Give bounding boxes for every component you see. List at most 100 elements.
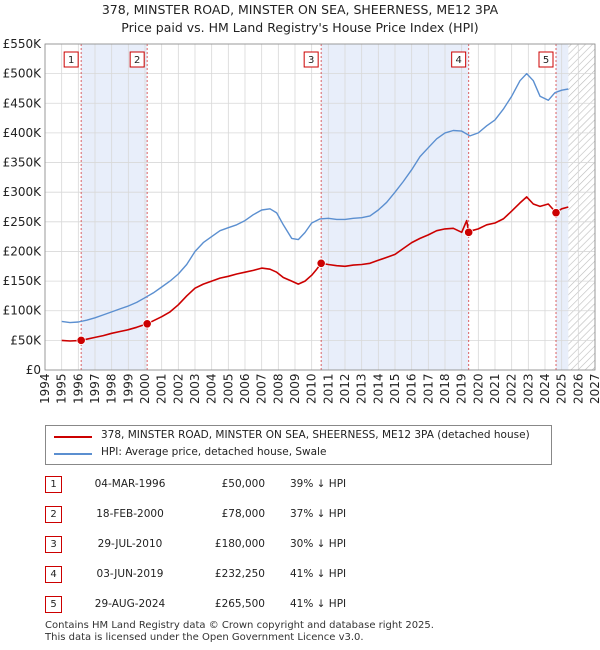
sale-point — [142, 319, 152, 329]
y-tick-label: £300K — [3, 185, 43, 199]
y-tick-label: £500K — [3, 67, 43, 81]
plot-frame — [44, 43, 596, 371]
x-tick-label: 2027 — [588, 373, 600, 404]
legend-swatch-property — [54, 436, 92, 438]
sale-date: 04-MAR-1996 — [94, 478, 166, 490]
sale-date: 29-JUL-2010 — [97, 538, 163, 550]
x-tick-label: 1998 — [105, 373, 119, 404]
x-tick-label: 2023 — [521, 373, 535, 404]
x-tick-label: 2000 — [138, 373, 152, 404]
table-row: 1 04-MAR-1996 £50,000 39% ↓ HPI — [45, 475, 445, 495]
sale-hpi-diff: 41% ↓ HPI — [290, 598, 347, 610]
y-tick-label: £100K — [3, 304, 43, 318]
chart-title: 378, MINSTER ROAD, MINSTER ON SEA, SHEER… — [101, 2, 499, 17]
x-tick-label: 2005 — [221, 373, 235, 404]
table-row: 4 03-JUN-2019 £232,250 41% ↓ HPI — [45, 565, 445, 585]
sale-point — [316, 258, 326, 268]
table-row: 5 29-AUG-2024 £265,500 41% ↓ HPI — [45, 595, 445, 615]
sale-number-badge: 1 — [45, 476, 62, 493]
x-tick-label: 2018 — [438, 373, 452, 404]
y-tick-label: £50K — [10, 333, 42, 347]
x-tick-label: 2010 — [305, 373, 319, 404]
sale-point — [76, 335, 86, 345]
sale-number-badge: 2 — [45, 506, 62, 523]
x-tick-label: 2025 — [555, 373, 569, 404]
x-tick-label: 2006 — [238, 373, 252, 404]
x-tick-label: 2013 — [355, 373, 369, 404]
sale-hpi-diff: 30% ↓ HPI — [290, 538, 347, 550]
y-tick-label: £450K — [3, 96, 43, 110]
sale-price: £50,000 — [221, 478, 265, 490]
x-tick-label: 2017 — [421, 373, 435, 404]
x-tick-label: 1999 — [121, 373, 135, 404]
legend-label-property: 378, MINSTER ROAD, MINSTER ON SEA, SHEER… — [101, 429, 530, 441]
sale-label-number: 4 — [455, 55, 461, 66]
sale-label-box — [538, 51, 554, 68]
sale-label-number: 1 — [68, 55, 74, 66]
sale-label-box — [63, 51, 79, 68]
hpi-line — [61, 72, 569, 324]
sale-number-badge: 4 — [45, 566, 62, 583]
x-tick-label: 1995 — [55, 373, 69, 404]
x-tick-label: 2024 — [538, 373, 552, 404]
x-tick-label: 2020 — [471, 373, 485, 404]
ownership-shade — [81, 44, 148, 370]
sale-label-number: 5 — [543, 55, 549, 66]
y-tick-label: £150K — [3, 274, 43, 288]
y-tick-label: £550K — [3, 37, 43, 51]
x-tick-label: 2008 — [271, 373, 285, 404]
sale-point — [551, 208, 561, 218]
sale-label-box — [451, 51, 467, 68]
x-tick-label: 2019 — [455, 373, 469, 404]
chart-legend: 378, MINSTER ROAD, MINSTER ON SEA, SHEER… — [45, 425, 552, 465]
sale-number-badge: 3 — [45, 536, 62, 553]
sale-label-box — [129, 51, 145, 68]
x-tick-label: 2021 — [488, 373, 502, 404]
x-tick-label: 2022 — [505, 373, 519, 404]
x-tick-label: 1994 — [38, 373, 52, 404]
sale-hpi-diff: 37% ↓ HPI — [290, 508, 347, 520]
sale-label-box — [303, 51, 319, 68]
table-row: 3 29-JUL-2010 £180,000 30% ↓ HPI — [45, 535, 445, 555]
chart-subtitle: Price paid vs. HM Land Registry's House … — [121, 20, 479, 35]
x-tick-label: 2001 — [155, 373, 169, 404]
y-tick-label: £0 — [26, 363, 41, 377]
x-tick-label: 2007 — [255, 373, 269, 404]
footer-copyright: Contains HM Land Registry data © Crown c… — [45, 620, 434, 631]
x-tick-label: 1997 — [88, 373, 102, 404]
sale-hpi-diff: 39% ↓ HPI — [290, 478, 347, 490]
y-tick-label: £200K — [3, 244, 43, 258]
x-tick-label: 2009 — [288, 373, 302, 404]
sale-hpi-diff: 41% ↓ HPI — [290, 568, 347, 580]
x-tick-label: 2002 — [171, 373, 185, 404]
y-tick-label: £250K — [3, 215, 43, 229]
sale-date: 18-FEB-2000 — [96, 508, 164, 520]
forecast-hatch — [568, 44, 595, 370]
sale-price: £78,000 — [221, 508, 265, 520]
legend-label-hpi: HPI: Average price, detached house, Swal… — [101, 446, 327, 458]
y-tick-label: £350K — [3, 156, 43, 170]
x-tick-label: 1996 — [71, 373, 85, 404]
sale-price: £180,000 — [214, 538, 265, 550]
x-tick-label: 2003 — [188, 373, 202, 404]
legend-swatch-hpi — [54, 453, 92, 455]
sale-price: £232,250 — [214, 568, 265, 580]
table-row: 2 18-FEB-2000 £78,000 37% ↓ HPI — [45, 505, 445, 525]
footer-license: This data is licensed under the Open Gov… — [45, 632, 364, 643]
sale-point — [464, 227, 474, 237]
x-tick-label: 2012 — [338, 373, 352, 404]
sale-date: 03-JUN-2019 — [96, 568, 164, 580]
x-tick-label: 2014 — [371, 373, 385, 404]
price-chart: £0 £50K £100K £150K £200K £250K £300K £350K £400… — [3, 37, 600, 404]
y-tick-label: £400K — [3, 126, 43, 140]
sale-number-badge: 5 — [45, 596, 62, 613]
x-tick-label: 2015 — [388, 373, 402, 404]
sale-label-number: 3 — [308, 55, 314, 66]
x-tick-label: 2004 — [205, 373, 219, 404]
ownership-shade — [556, 44, 569, 370]
sale-label-number: 2 — [134, 55, 140, 66]
x-tick-label: 2016 — [405, 373, 419, 404]
sale-date: 29-AUG-2024 — [94, 598, 166, 610]
sale-price: £265,500 — [214, 598, 265, 610]
x-tick-label: 2026 — [571, 373, 585, 404]
